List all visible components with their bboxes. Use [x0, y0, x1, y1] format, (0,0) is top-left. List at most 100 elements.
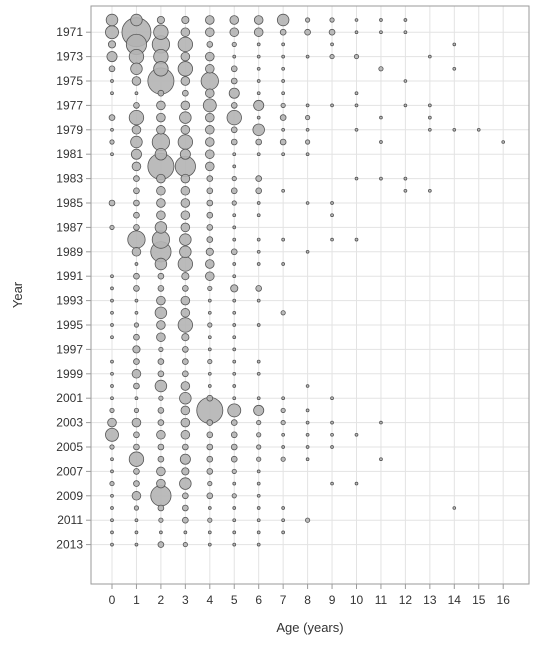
bubble-point [256, 323, 261, 327]
bubble-point [256, 91, 261, 96]
bubble-point [180, 198, 191, 208]
bubble-point [354, 432, 359, 437]
bubble-point [232, 347, 237, 352]
bubble-point [354, 18, 359, 22]
bubble-point [134, 310, 139, 315]
bubble-point [133, 285, 140, 292]
bubble-point [329, 54, 335, 60]
x-axis-title: Age (years) [276, 620, 343, 635]
bubble-point [255, 138, 263, 146]
bubble-point [131, 76, 142, 86]
bubble-point [180, 308, 191, 318]
y-tick-label: 2013 [56, 538, 83, 552]
bubble-point [180, 76, 191, 86]
bubble-point [252, 123, 265, 137]
bubble-point [452, 506, 457, 510]
y-tick-label: 2007 [56, 464, 83, 478]
bubble-point [134, 262, 139, 266]
bubble-point [305, 384, 310, 388]
x-tick-label: 3 [182, 593, 189, 607]
bubble-point [230, 187, 238, 195]
bubble-point [256, 456, 262, 462]
bubble-point [305, 139, 311, 145]
bubble-point [180, 381, 191, 391]
bubble-point [182, 504, 189, 512]
bubble-point [281, 518, 285, 523]
bubble-point [134, 298, 139, 303]
bubble-point [232, 506, 237, 510]
bubble-point [107, 40, 117, 49]
bubble-point [231, 468, 237, 474]
bubble-point [330, 432, 334, 437]
bubble-point [207, 481, 213, 487]
bubble-point [230, 77, 238, 85]
bubble-point [207, 530, 212, 535]
bubble-point [231, 200, 237, 206]
bubble-point [130, 13, 143, 27]
bubble-point [281, 188, 285, 193]
bubble-point [153, 61, 169, 77]
y-tick-label: 2009 [56, 489, 83, 503]
bubble-point [281, 445, 285, 449]
bubble-point [179, 392, 192, 405]
bubble-point [105, 25, 119, 40]
bubble-point [230, 284, 239, 293]
bubble-point [205, 271, 215, 281]
bubble-point [134, 91, 139, 96]
plot-frame [90, 5, 530, 585]
bubble-point [180, 430, 191, 440]
bubble-point [330, 213, 334, 218]
bubble-point [379, 115, 383, 120]
bubble-point [379, 176, 383, 181]
bubble-point [156, 125, 166, 135]
bubble-point [330, 237, 334, 242]
bubble-point [281, 127, 285, 132]
bubble-point [133, 199, 140, 207]
bubble-point [280, 102, 286, 108]
y-tick-label: 1973 [56, 50, 83, 64]
bubble-point [181, 15, 190, 25]
bubble-point [110, 323, 114, 327]
bubble-point [110, 91, 114, 96]
bubble-point [207, 359, 213, 365]
bubble-point [229, 27, 239, 37]
bubble-point [157, 504, 165, 512]
y-tick-label: 1993 [56, 294, 83, 308]
y-tick-label: 1999 [56, 367, 83, 381]
bubble-point [206, 431, 214, 439]
bubble-point [280, 407, 286, 413]
bubble-point [134, 396, 139, 401]
bubble-point [132, 345, 141, 354]
bubble-point [110, 152, 114, 157]
x-tick-label: 5 [231, 593, 238, 607]
bubble-point [255, 285, 263, 292]
y-tick-label: 1981 [56, 147, 83, 161]
bubble-point [110, 493, 114, 498]
bubble-point [281, 262, 285, 266]
bubble-point [130, 148, 142, 160]
bubble-point [110, 127, 114, 132]
x-tick-label: 12 [399, 593, 413, 607]
bubble-point [232, 335, 237, 340]
x-tick-label: 2 [158, 593, 165, 607]
x-tick-label: 15 [472, 593, 486, 607]
bubble-point [133, 480, 140, 487]
bubble-point [206, 41, 214, 48]
bubble-point [180, 125, 191, 135]
bubble-point [110, 469, 114, 474]
bubble-point [305, 432, 310, 437]
bubble-point [232, 542, 237, 547]
x-tick-label: 13 [423, 593, 437, 607]
bubble-point [133, 272, 140, 280]
bubble-point [232, 518, 237, 523]
bubble-point [281, 79, 285, 83]
bubble-point [230, 455, 238, 463]
bubble-point [253, 99, 265, 111]
bubble-point [105, 427, 119, 442]
y-axis-ticks: 1971 1973 1975 1977 1979 1981 1983 1985 1987 1989… [56, 25, 91, 552]
bubble-point [110, 310, 114, 315]
bubble-point [108, 199, 116, 207]
bubble-point [403, 79, 408, 83]
y-tick-label: 1989 [56, 245, 83, 259]
bubble-point [110, 371, 114, 376]
